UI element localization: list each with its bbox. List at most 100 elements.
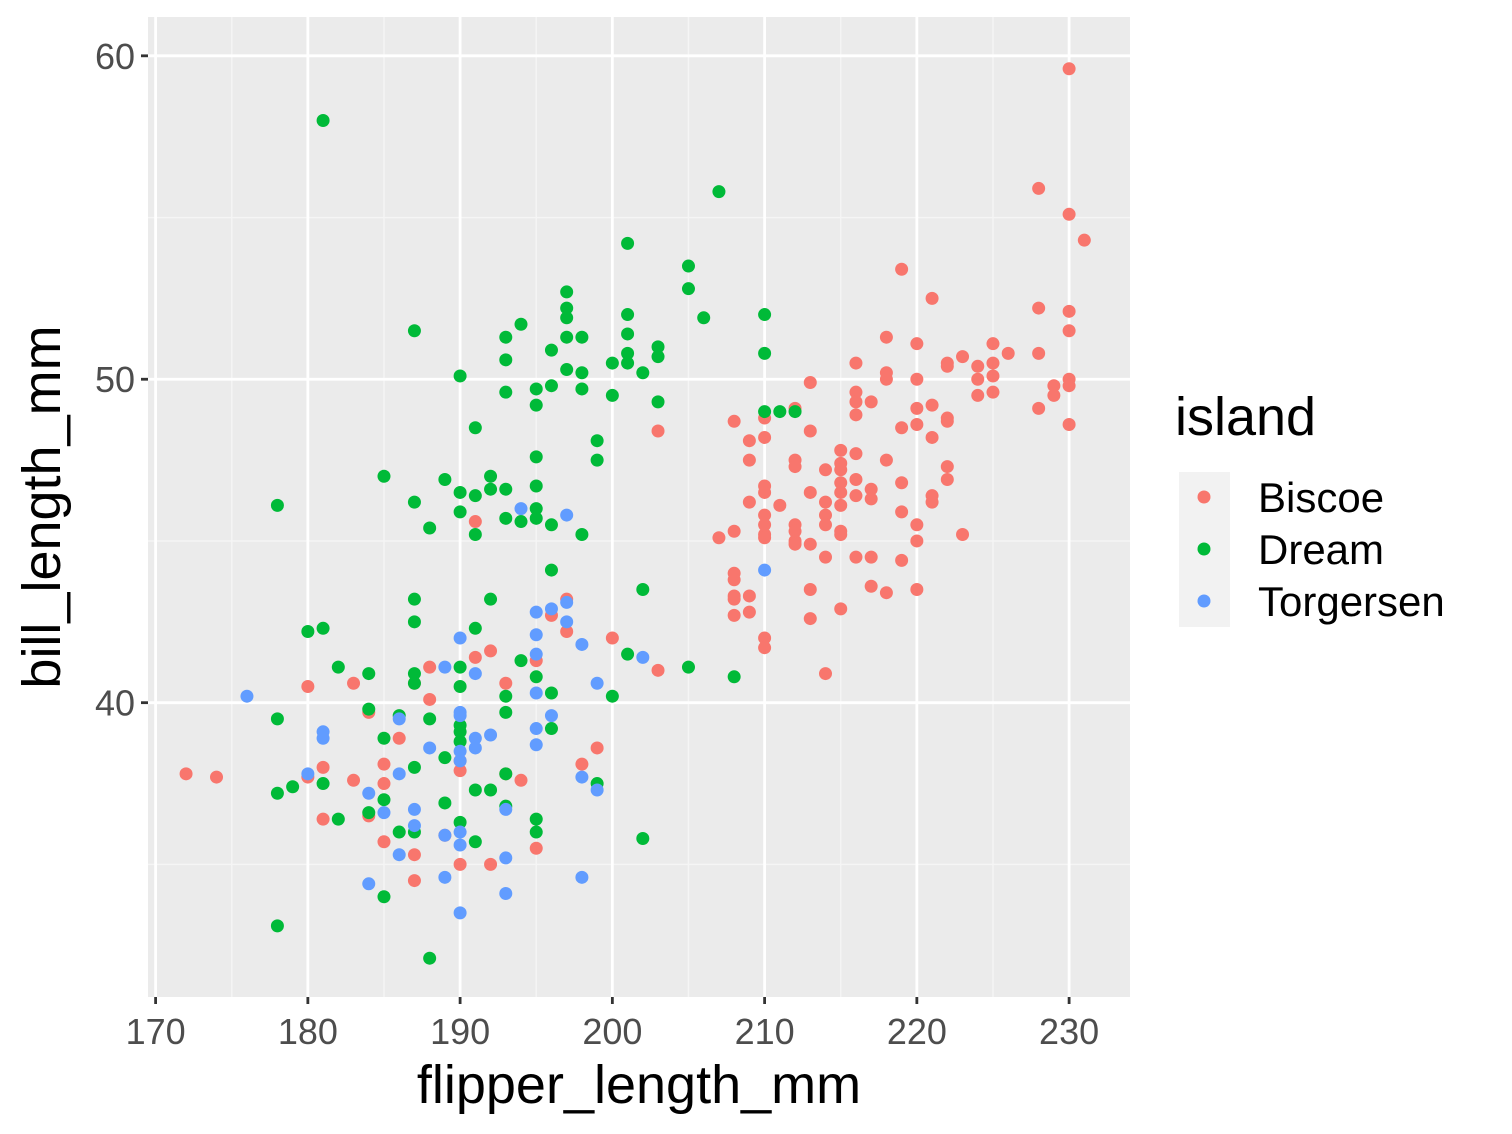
point-biscoe [986, 385, 1000, 399]
point-dream [529, 398, 543, 412]
point-dream [331, 660, 345, 674]
point-torgersen [544, 602, 558, 616]
point-biscoe [910, 418, 924, 432]
point-torgersen [575, 770, 589, 784]
point-biscoe [788, 524, 802, 538]
point-dream [407, 667, 421, 681]
point-biscoe [986, 356, 1000, 370]
point-biscoe [849, 550, 863, 564]
point-torgersen [499, 851, 513, 865]
point-dream [468, 527, 482, 541]
point-biscoe [1032, 181, 1046, 195]
point-dream [362, 806, 376, 820]
point-dream [499, 353, 513, 367]
point-biscoe [179, 767, 193, 781]
y-axis-tick-labels: 40 50 60 [95, 36, 135, 724]
point-dream [407, 324, 421, 338]
point-dream [499, 330, 513, 344]
point-dream [529, 502, 543, 516]
point-torgersen [484, 728, 498, 742]
point-biscoe [910, 337, 924, 351]
y-tick-label: 40 [95, 683, 135, 724]
point-dream [681, 259, 695, 273]
point-dream [636, 366, 650, 380]
point-dream [758, 308, 772, 322]
point-dream [621, 647, 635, 661]
point-torgersen [423, 741, 437, 755]
point-torgersen [529, 605, 543, 619]
point-torgersen [590, 676, 604, 690]
point-dream [499, 482, 513, 496]
point-biscoe [560, 625, 574, 639]
point-biscoe [1047, 388, 1061, 402]
y-axis-title: bill_length_mm [12, 325, 72, 688]
point-torgersen [453, 754, 467, 768]
point-biscoe [834, 463, 848, 477]
point-biscoe [605, 631, 619, 645]
point-dream [270, 498, 284, 512]
point-biscoe [819, 550, 833, 564]
point-biscoe [742, 495, 756, 509]
point-biscoe [1062, 62, 1076, 76]
point-biscoe [727, 573, 741, 587]
point-dream [468, 489, 482, 503]
point-biscoe [727, 592, 741, 606]
point-torgersen [529, 722, 543, 736]
point-torgersen [468, 667, 482, 681]
point-biscoe [879, 586, 893, 600]
point-biscoe [925, 495, 939, 509]
point-torgersen [453, 906, 467, 920]
point-dream [514, 515, 528, 529]
point-biscoe [742, 589, 756, 603]
point-dream [514, 317, 528, 331]
point-torgersen [560, 595, 574, 609]
point-biscoe [758, 518, 772, 532]
point-biscoe [1062, 379, 1076, 393]
point-biscoe [1047, 379, 1061, 393]
point-dream [438, 473, 452, 487]
x-tick-label: 190 [430, 1011, 490, 1052]
point-dream [301, 625, 315, 639]
point-biscoe [895, 553, 909, 567]
point-biscoe [758, 631, 772, 645]
point-dream [621, 236, 635, 250]
point-biscoe [910, 372, 924, 386]
point-torgersen [529, 647, 543, 661]
point-dream [681, 660, 695, 674]
axis-ticks [141, 54, 1071, 1004]
point-dream [377, 731, 391, 745]
point-biscoe [210, 770, 224, 784]
point-biscoe [316, 760, 330, 774]
point-biscoe [316, 812, 330, 826]
point-dream [484, 592, 498, 606]
point-dream [453, 505, 467, 519]
point-biscoe [803, 375, 817, 389]
point-dream [529, 812, 543, 826]
point-dream [423, 951, 437, 965]
point-biscoe [423, 692, 437, 706]
point-biscoe [803, 582, 817, 596]
point-biscoe [742, 605, 756, 619]
point-torgersen [529, 738, 543, 752]
legend-label-dream: Dream [1258, 526, 1384, 573]
point-dream [758, 405, 772, 419]
point-biscoe [834, 485, 848, 499]
point-dream [529, 825, 543, 839]
point-biscoe [895, 262, 909, 276]
point-dream [484, 783, 498, 797]
legend-key-dream [1197, 542, 1211, 556]
point-dream [605, 689, 619, 703]
point-dream [621, 308, 635, 322]
point-biscoe [940, 460, 954, 474]
point-dream [681, 282, 695, 296]
point-biscoe [879, 330, 893, 344]
point-biscoe [895, 505, 909, 519]
point-biscoe [484, 644, 498, 658]
point-torgersen [529, 686, 543, 700]
point-torgersen [529, 628, 543, 642]
point-dream [560, 301, 574, 315]
point-biscoe [468, 515, 482, 529]
point-biscoe [971, 372, 985, 386]
point-dream [575, 527, 589, 541]
x-axis-title: flipper_length_mm [417, 1055, 861, 1115]
